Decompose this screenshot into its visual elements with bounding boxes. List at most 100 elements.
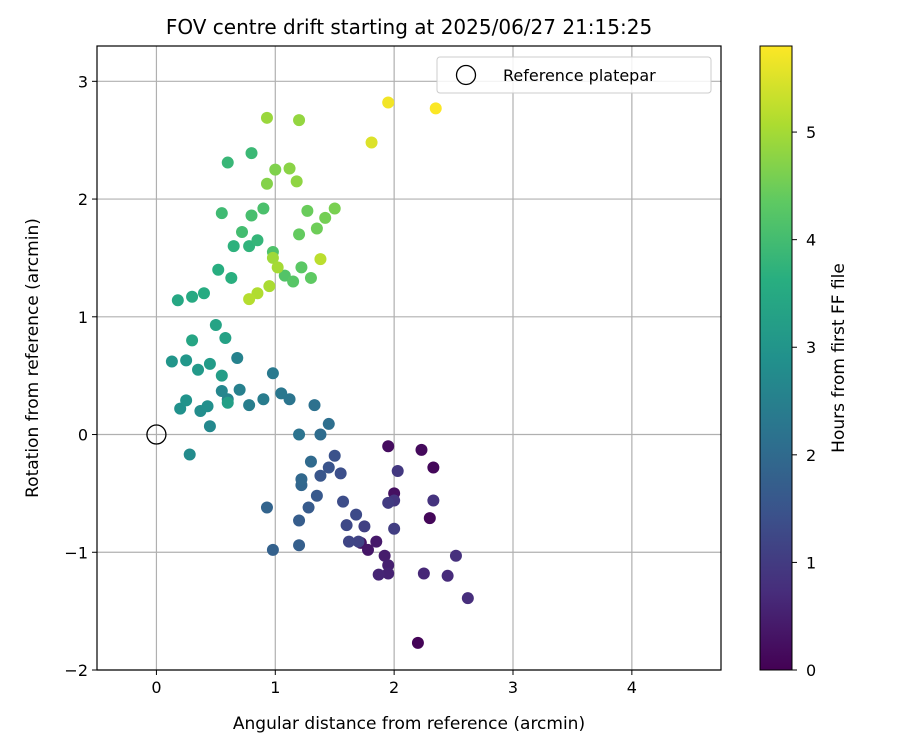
data-point xyxy=(293,114,306,127)
data-point xyxy=(411,636,424,649)
y-axis-ticks: −2 −1 0 1 2 3 xyxy=(64,72,97,680)
data-point xyxy=(293,228,306,241)
colorbar-tick-label: 2 xyxy=(806,446,816,465)
legend-label: Reference platepar xyxy=(503,66,656,85)
data-point xyxy=(203,357,216,370)
data-point xyxy=(243,293,256,306)
data-points xyxy=(146,96,474,649)
data-point xyxy=(302,501,315,514)
data-point xyxy=(319,211,332,224)
colorbar-gradient xyxy=(759,45,793,671)
plot-frame xyxy=(96,45,722,671)
data-point xyxy=(251,287,264,300)
colorbar-label: Hours from first FF file xyxy=(829,263,849,453)
data-point xyxy=(378,549,391,562)
data-point xyxy=(314,253,327,266)
data-point xyxy=(365,136,378,149)
data-point xyxy=(350,508,363,521)
x-tick-label: 2 xyxy=(389,678,399,697)
data-point xyxy=(186,334,199,347)
data-point xyxy=(429,102,442,115)
data-point xyxy=(328,202,341,215)
data-point xyxy=(328,449,341,462)
data-point xyxy=(304,271,317,284)
colorbar-tick-label: 3 xyxy=(806,338,816,357)
data-point xyxy=(382,567,395,580)
legend-reference-marker xyxy=(455,64,477,86)
data-point xyxy=(322,417,335,430)
data-point xyxy=(271,261,284,274)
data-point xyxy=(183,448,196,461)
data-point xyxy=(245,209,258,222)
data-point xyxy=(372,568,385,581)
data-point xyxy=(427,494,440,507)
y-tick-label: −1 xyxy=(64,543,88,562)
data-point xyxy=(382,496,395,509)
data-point xyxy=(441,569,454,582)
data-point xyxy=(287,275,300,288)
data-point xyxy=(263,280,276,293)
data-point xyxy=(340,519,353,532)
data-point xyxy=(180,394,193,407)
data-point xyxy=(209,319,222,332)
data-point xyxy=(192,363,205,376)
data-point xyxy=(260,501,273,514)
x-tick-label: 3 xyxy=(508,678,518,697)
data-point xyxy=(382,96,395,109)
data-point xyxy=(304,455,317,468)
data-point xyxy=(186,290,199,303)
y-tick-label: 2 xyxy=(78,190,88,209)
legend-box xyxy=(436,56,712,94)
data-point xyxy=(266,543,279,556)
data-point xyxy=(293,539,306,552)
data-point xyxy=(417,567,430,580)
data-point xyxy=(370,535,383,548)
data-point xyxy=(275,387,288,400)
data-point xyxy=(310,222,323,235)
data-point xyxy=(171,294,184,307)
data-point xyxy=(283,393,296,406)
data-point xyxy=(391,465,404,478)
data-point xyxy=(427,461,440,474)
reference-platepar-marker xyxy=(146,424,167,445)
data-point xyxy=(388,522,401,535)
chart-title: FOV centre drift starting at 2025/06/27 … xyxy=(166,15,652,39)
data-point xyxy=(314,469,327,482)
data-point xyxy=(197,287,210,300)
data-point xyxy=(257,393,270,406)
data-point xyxy=(251,234,264,247)
x-axis-label: Angular distance from reference (arcmin) xyxy=(233,714,585,734)
y-tick-label: 1 xyxy=(78,308,88,327)
data-point xyxy=(293,428,306,441)
data-point xyxy=(449,549,462,562)
x-tick-label: 1 xyxy=(270,678,280,697)
data-point xyxy=(221,156,234,169)
data-point xyxy=(322,461,335,474)
data-point xyxy=(461,592,474,605)
data-point xyxy=(201,400,214,413)
data-point xyxy=(236,226,249,239)
data-point xyxy=(257,202,270,215)
data-point xyxy=(215,207,228,220)
data-point xyxy=(269,163,282,176)
data-point xyxy=(233,383,246,396)
data-point xyxy=(382,559,395,572)
x-tick-label: 0 xyxy=(151,678,161,697)
data-point xyxy=(361,543,374,556)
data-point xyxy=(260,111,273,124)
data-point xyxy=(415,443,428,456)
data-point xyxy=(180,354,193,367)
data-point xyxy=(342,535,355,548)
colorbar-tick-label: 0 xyxy=(806,661,816,680)
data-point xyxy=(203,420,216,433)
data-point xyxy=(295,473,308,486)
data-point xyxy=(283,162,296,175)
data-point xyxy=(295,261,308,274)
data-point xyxy=(278,269,291,282)
data-point xyxy=(165,355,178,368)
x-axis-ticks: 0 1 2 3 4 xyxy=(151,670,637,697)
data-point xyxy=(221,396,234,409)
legend: Reference platepar xyxy=(436,56,712,94)
